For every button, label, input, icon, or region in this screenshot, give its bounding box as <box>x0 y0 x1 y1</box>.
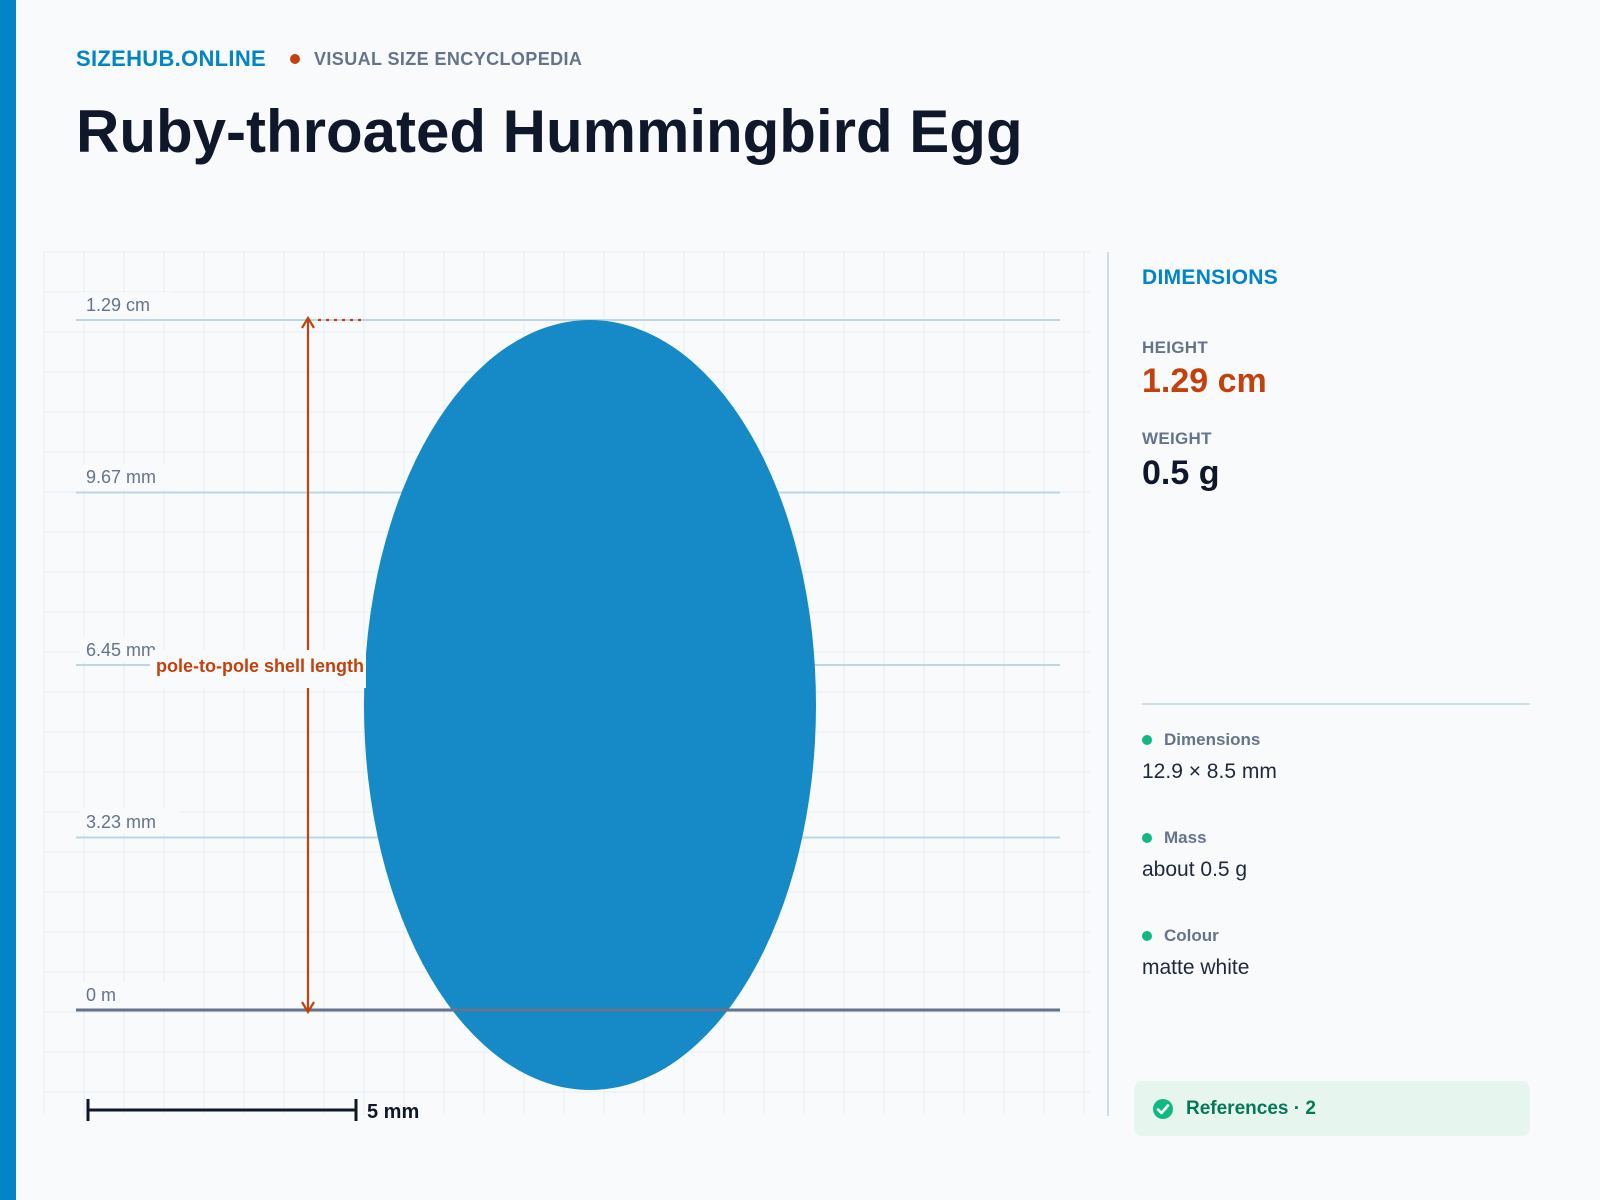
references-label: References · 2 <box>1186 1097 1316 1119</box>
size-diagram: 1.29 cm 9.67 mm 6.45 mm 3.23 mm 0 m pole… <box>43 251 1090 1123</box>
brand-row: SIZEHUB.ONLINE VISUAL SIZE ENCYCLOPEDIA <box>76 46 582 72</box>
measurement-label-bg <box>150 650 366 688</box>
fact-colour: Colour matte white <box>1142 926 1249 980</box>
scale-bar: 5 mm <box>86 1099 419 1123</box>
measurement-label-clip: pole-to-pole shell length <box>156 656 364 676</box>
egg-shape <box>364 320 816 1090</box>
fact-value: 12.9 × 8.5 mm <box>1142 760 1277 783</box>
arrow-head-bottom <box>301 1001 315 1015</box>
panel-rule <box>1142 703 1530 705</box>
ruler-label-bg <box>80 982 172 1008</box>
check-circle-icon <box>1153 1098 1173 1119</box>
panel-divider <box>1107 252 1109 1116</box>
fact-label-row: Mass <box>1142 828 1247 848</box>
measurement-label: pole-to-pole shell length <box>156 656 364 676</box>
ruler-label-bg <box>80 636 160 662</box>
ruler-label-1: 3.23 mm <box>86 812 156 832</box>
scale-bar-label: 5 mm <box>367 1101 419 1123</box>
height-value: 1.29 cm <box>1142 362 1267 400</box>
panel-heading: DIMENSIONS <box>1142 266 1279 289</box>
arrow-head-top <box>301 315 315 329</box>
fact-value: about 0.5 g <box>1142 858 1248 881</box>
accent-bar <box>0 0 16 1200</box>
ruler-label-0: 0 m <box>86 985 116 1005</box>
bullet-dot-icon <box>1142 833 1152 843</box>
references-button[interactable]: References · 2 <box>1134 1081 1530 1136</box>
fact-label: Colour <box>1164 926 1219 945</box>
fact-label-row: Colour <box>1142 926 1249 946</box>
fact-label: Mass <box>1164 828 1207 847</box>
brand-link[interactable]: SIZEHUB.ONLINE <box>76 46 266 71</box>
dimensions-panel: DIMENSIONS HEIGHT 1.29 cm WEIGHT 0.5 g <box>1142 266 1530 492</box>
ruler-label-bg <box>80 292 172 318</box>
fact-label: Dimensions <box>1164 730 1261 749</box>
ruler-label-bg <box>80 808 180 834</box>
tagline: VISUAL SIZE ENCYCLOPEDIA <box>314 48 583 69</box>
fact-dimensions: Dimensions 12.9 × 8.5 mm <box>1142 730 1277 784</box>
bullet-dot-icon <box>1142 931 1152 941</box>
bullet-dot-icon <box>1142 735 1152 745</box>
ruler-label-bg <box>80 464 180 490</box>
fact-mass: Mass about 0.5 g <box>1142 828 1247 882</box>
ruler-label-top: 1.29 cm <box>86 295 150 315</box>
page-title: Ruby-throated Hummingbird Egg <box>76 98 1023 165</box>
fact-value: matte white <box>1142 956 1250 979</box>
fact-label-row: Dimensions <box>1142 730 1277 750</box>
separator-dot <box>290 54 300 64</box>
ruler-label-3: 9.67 mm <box>86 467 156 487</box>
height-label: HEIGHT <box>1142 338 1209 357</box>
ruler-label-2: 6.45 mm <box>86 640 156 660</box>
weight-label: WEIGHT <box>1142 429 1212 448</box>
weight-value: 0.5 g <box>1142 454 1220 492</box>
